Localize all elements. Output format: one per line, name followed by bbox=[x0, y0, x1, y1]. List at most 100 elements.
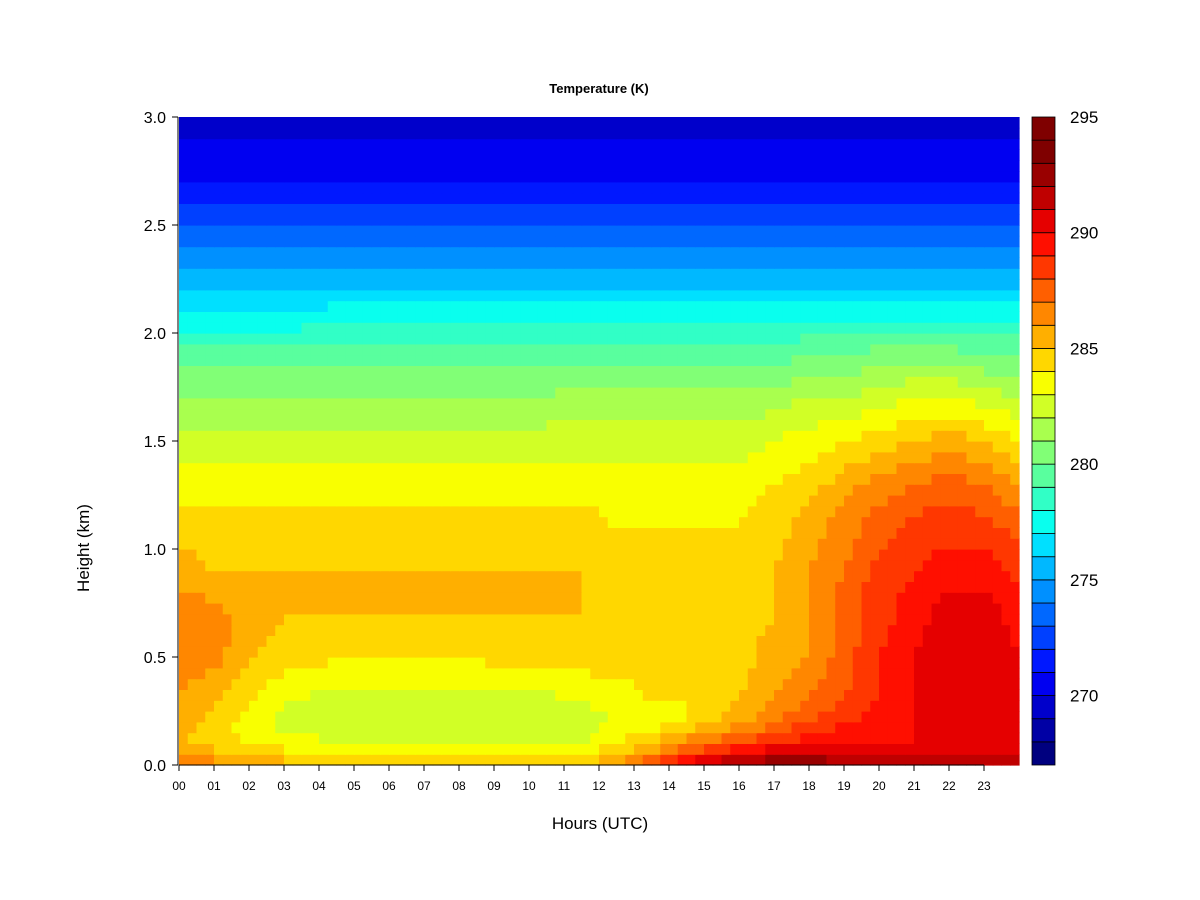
heatmap-cell bbox=[302, 387, 311, 398]
heatmap-cell bbox=[197, 517, 206, 528]
heatmap-cell bbox=[249, 571, 258, 582]
heatmap-cell bbox=[442, 495, 451, 506]
heatmap-cell bbox=[284, 322, 293, 333]
heatmap-cell bbox=[415, 430, 424, 441]
heatmap-cell bbox=[372, 365, 381, 376]
heatmap-cell bbox=[984, 225, 993, 236]
heatmap-cell bbox=[494, 635, 503, 646]
heatmap-cell bbox=[617, 527, 626, 538]
heatmap-cell bbox=[520, 257, 529, 268]
heatmap-cell bbox=[590, 247, 599, 258]
heatmap-cell bbox=[477, 203, 486, 214]
heatmap-cell bbox=[792, 668, 801, 679]
heatmap-cell bbox=[389, 268, 398, 279]
heatmap-cell bbox=[870, 463, 879, 474]
heatmap-cell bbox=[748, 538, 757, 549]
heatmap-cell bbox=[678, 365, 687, 376]
heatmap-cell bbox=[450, 592, 459, 603]
heatmap-cell bbox=[363, 668, 372, 679]
heatmap-cell bbox=[354, 722, 363, 733]
heatmap-cell bbox=[442, 614, 451, 625]
heatmap-cell bbox=[652, 419, 661, 430]
heatmap-cell bbox=[625, 689, 634, 700]
heatmap-cell bbox=[774, 344, 783, 355]
heatmap-cell bbox=[905, 571, 914, 582]
heatmap-cell bbox=[468, 365, 477, 376]
heatmap-cell bbox=[879, 743, 888, 754]
heatmap-cell bbox=[214, 441, 223, 452]
heatmap-cell bbox=[652, 549, 661, 560]
heatmap-cell bbox=[293, 344, 302, 355]
heatmap-cell bbox=[188, 203, 197, 214]
heatmap-cell bbox=[494, 560, 503, 571]
heatmap-cell bbox=[564, 301, 573, 312]
heatmap-cell bbox=[450, 225, 459, 236]
heatmap-cell bbox=[275, 668, 284, 679]
heatmap-cell bbox=[529, 441, 538, 452]
heatmap-cell bbox=[1002, 743, 1011, 754]
heatmap-cell bbox=[704, 333, 713, 344]
heatmap-cell bbox=[914, 733, 923, 744]
heatmap-cell bbox=[205, 625, 214, 636]
heatmap-cell bbox=[389, 657, 398, 668]
heatmap-cell bbox=[293, 214, 302, 225]
heatmap-cell bbox=[722, 463, 731, 474]
heatmap-cell bbox=[538, 355, 547, 366]
heatmap-cell bbox=[757, 409, 766, 420]
heatmap-cell bbox=[827, 322, 836, 333]
heatmap-cell bbox=[284, 517, 293, 528]
heatmap-cell bbox=[424, 700, 433, 711]
heatmap-cell bbox=[617, 355, 626, 366]
heatmap-cell bbox=[1010, 247, 1019, 258]
heatmap-cell bbox=[730, 257, 739, 268]
heatmap-cell bbox=[214, 592, 223, 603]
heatmap-cell bbox=[695, 203, 704, 214]
heatmap-cell bbox=[503, 679, 512, 690]
heatmap-cell bbox=[984, 279, 993, 290]
heatmap-cell bbox=[722, 625, 731, 636]
heatmap-cell bbox=[345, 495, 354, 506]
heatmap-cell bbox=[993, 322, 1002, 333]
heatmap-cell bbox=[573, 571, 582, 582]
heatmap-cell bbox=[599, 495, 608, 506]
heatmap-cell bbox=[520, 225, 529, 236]
heatmap-cell bbox=[818, 506, 827, 517]
heatmap-cell bbox=[940, 538, 949, 549]
heatmap-cell bbox=[179, 257, 188, 268]
heatmap-cell bbox=[538, 214, 547, 225]
heatmap-cell bbox=[687, 419, 696, 430]
heatmap-cell bbox=[818, 733, 827, 744]
heatmap-cell bbox=[232, 625, 241, 636]
heatmap-cell bbox=[949, 419, 958, 430]
heatmap-cell bbox=[188, 581, 197, 592]
heatmap-cell bbox=[302, 225, 311, 236]
heatmap-cell bbox=[319, 689, 328, 700]
heatmap-cell bbox=[407, 430, 416, 441]
heatmap-cell bbox=[818, 398, 827, 409]
heatmap-cell bbox=[188, 376, 197, 387]
heatmap-cell bbox=[669, 549, 678, 560]
heatmap-cell bbox=[407, 646, 416, 657]
heatmap-cell bbox=[800, 711, 809, 722]
heatmap-cell bbox=[310, 257, 319, 268]
heatmap-cell bbox=[617, 700, 626, 711]
heatmap-cell bbox=[433, 311, 442, 322]
heatmap-cell bbox=[739, 711, 748, 722]
heatmap-cell bbox=[617, 409, 626, 420]
heatmap-cell bbox=[862, 754, 871, 765]
heatmap-cell bbox=[205, 581, 214, 592]
heatmap-cell bbox=[818, 646, 827, 657]
heatmap-cell bbox=[302, 560, 311, 571]
heatmap-cell bbox=[687, 398, 696, 409]
heatmap-cell bbox=[380, 517, 389, 528]
heatmap-cell bbox=[967, 344, 976, 355]
heatmap-cell bbox=[818, 225, 827, 236]
heatmap-cell bbox=[293, 419, 302, 430]
heatmap-cell bbox=[529, 257, 538, 268]
heatmap-cell bbox=[214, 398, 223, 409]
heatmap-cell bbox=[337, 571, 346, 582]
heatmap-cell bbox=[573, 733, 582, 744]
heatmap-cell bbox=[590, 571, 599, 582]
heatmap-cell bbox=[634, 311, 643, 322]
heatmap-cell bbox=[792, 700, 801, 711]
